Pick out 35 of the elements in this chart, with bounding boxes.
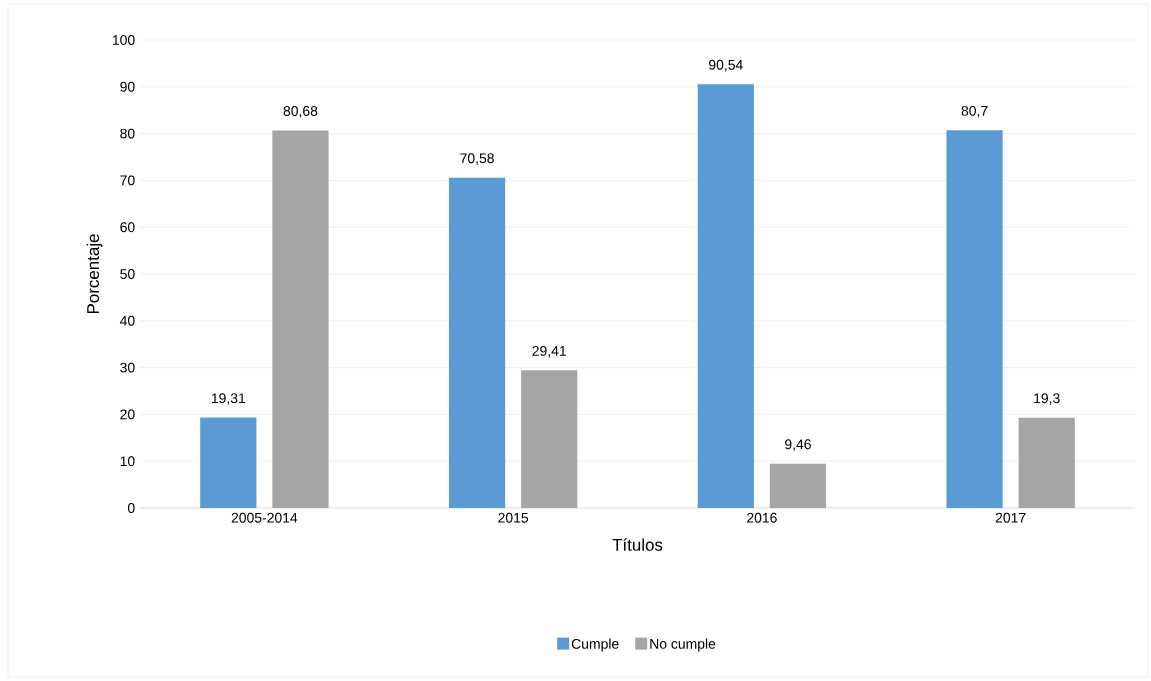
x-tick-label: 2005-2014 xyxy=(231,512,298,523)
data-label: 29,41 xyxy=(532,345,566,358)
bar xyxy=(946,130,1003,508)
y-tick-label: 80 xyxy=(120,128,135,139)
y-tick-label: 0 xyxy=(127,503,135,513)
data-label: 70,58 xyxy=(460,153,494,165)
y-tick-label: 30 xyxy=(120,362,135,373)
bar xyxy=(200,417,257,508)
x-tick-label: 2016 xyxy=(747,512,777,523)
bar xyxy=(521,370,578,508)
bar xyxy=(769,463,827,508)
x-tick-label: 2017 xyxy=(995,512,1026,523)
y-tick-label: 90 xyxy=(120,81,135,92)
data-label: 19,31 xyxy=(211,393,246,405)
bar xyxy=(1018,417,1075,508)
y-tick-label: 70 xyxy=(120,175,135,186)
y-tick-label: 50 xyxy=(120,269,135,279)
legend-label: Cumple xyxy=(571,638,619,652)
x-tick-label: 2015 xyxy=(498,512,529,523)
data-label: 19,3 xyxy=(1034,393,1060,405)
bar xyxy=(448,177,506,508)
bar xyxy=(272,130,329,508)
y-tick-label: 10 xyxy=(120,456,135,467)
y-tick-label: 40 xyxy=(119,315,135,326)
data-label: 80,7 xyxy=(961,105,988,118)
legend-label: No cumple xyxy=(650,638,716,652)
bar xyxy=(697,84,754,508)
y-tick-label: 100 xyxy=(112,35,135,45)
y-tick-label: 60 xyxy=(120,222,135,233)
data-label: 9,46 xyxy=(785,439,811,451)
y-tick-label: 20 xyxy=(120,409,135,420)
data-label: 80,68 xyxy=(283,106,318,118)
y-axis-title: Porcentaje xyxy=(86,234,103,314)
data-label: 90,54 xyxy=(709,59,743,72)
x-axis-title: Títulos xyxy=(612,538,663,551)
